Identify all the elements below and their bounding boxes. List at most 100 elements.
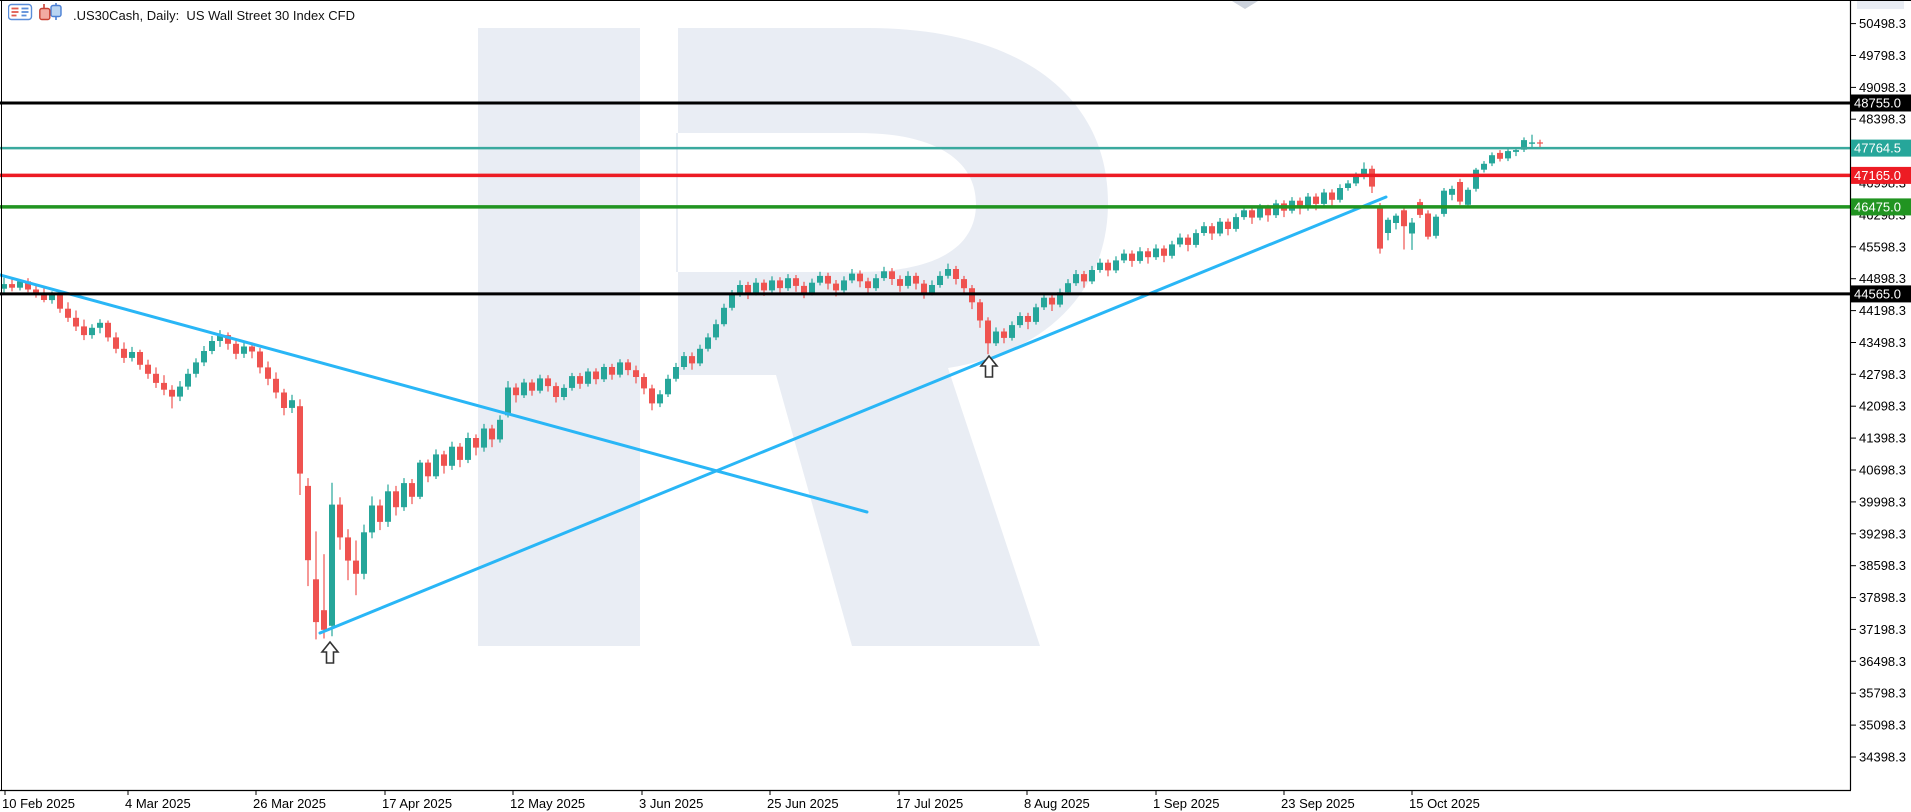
candle (1377, 203, 1383, 254)
price-line-label: 44565.0 (1851, 285, 1911, 303)
candle (817, 271, 823, 286)
svg-text:48755.0: 48755.0 (1854, 96, 1901, 111)
candle (689, 352, 695, 370)
candle (529, 379, 535, 396)
candle (1097, 258, 1103, 273)
candle (769, 276, 775, 294)
candle (1537, 139, 1543, 147)
candle (673, 362, 679, 382)
candle (153, 367, 159, 388)
candle (889, 268, 895, 285)
candle (97, 319, 103, 334)
candle (1089, 265, 1095, 285)
date-axis-label: 25 Jun 2025 (767, 796, 839, 811)
price-axis-label: 37898.3 (1859, 590, 1906, 605)
up-arrow-marker[interactable] (320, 640, 340, 664)
candle (1217, 218, 1223, 237)
candle (433, 449, 439, 479)
candle (993, 327, 999, 346)
trendline[interactable] (318, 195, 1388, 635)
candle (633, 365, 639, 384)
candle (289, 394, 295, 413)
candle (1401, 208, 1407, 250)
candle (953, 265, 959, 285)
date-axis-label: 3 Jun 2025 (639, 796, 703, 811)
candle (601, 363, 607, 382)
candle (937, 271, 943, 288)
candle (1497, 150, 1503, 162)
candle (353, 540, 359, 596)
candle (481, 423, 487, 452)
candles-panel-icon[interactable] (39, 3, 63, 26)
candle (201, 346, 207, 367)
candle (57, 292, 63, 313)
candle (105, 320, 111, 342)
price-axis-label: 39998.3 (1859, 494, 1906, 509)
price-axis-label: 44898.3 (1859, 271, 1906, 286)
price-axis-label: 41398.3 (1859, 431, 1906, 446)
price-axis-label: 44198.3 (1859, 303, 1906, 318)
quotes-list-icon[interactable] (7, 3, 33, 26)
candle (1521, 137, 1527, 152)
candle (505, 381, 511, 418)
price-line-label: 48755.0 (1851, 94, 1911, 112)
candle (1369, 165, 1375, 193)
candle (489, 424, 495, 448)
candle (537, 374, 543, 394)
candle (857, 270, 863, 288)
candle (193, 358, 199, 378)
candle (457, 443, 463, 468)
candle (553, 382, 559, 403)
candle (665, 374, 671, 397)
candle (1193, 229, 1199, 248)
chart-header: .US30Cash, Daily: US Wall Street 30 Inde… (7, 3, 355, 26)
price-axis-label: 42098.3 (1859, 399, 1906, 414)
date-axis-label: 8 Aug 2025 (1024, 796, 1090, 811)
candle (1465, 187, 1471, 208)
candle (873, 274, 879, 291)
candle (369, 496, 375, 539)
candle (305, 478, 311, 587)
candle (1345, 180, 1351, 191)
trendline[interactable] (0, 273, 869, 514)
candle (1145, 248, 1151, 264)
candle (25, 278, 31, 293)
candle (121, 342, 127, 363)
candle (777, 277, 783, 295)
candle (169, 385, 175, 409)
date-axis-label: 17 Jul 2025 (896, 796, 963, 811)
candle (585, 368, 591, 387)
candle (1025, 312, 1031, 330)
candle (545, 375, 551, 392)
candle (1169, 240, 1175, 259)
date-axis-label: 10 Feb 2025 (2, 796, 75, 811)
up-arrow-marker[interactable] (979, 354, 999, 378)
candle (641, 373, 647, 395)
price-axis-label: 40698.3 (1859, 463, 1906, 478)
candle (177, 381, 183, 402)
candle (81, 319, 87, 341)
candle (513, 383, 519, 403)
date-axis-label: 23 Sep 2025 (1281, 796, 1355, 811)
candle (801, 281, 807, 299)
candle (185, 368, 191, 390)
candle (609, 363, 615, 380)
candle (849, 269, 855, 284)
candle (361, 524, 367, 580)
price-axis-label: 48398.3 (1859, 112, 1906, 127)
date-axis-label: 12 May 2025 (510, 796, 585, 811)
candle (721, 303, 727, 327)
price-line-label: 46475.0 (1851, 198, 1911, 216)
candle (281, 388, 287, 416)
candle (1001, 328, 1007, 344)
chart-shift-marker[interactable] (1232, 1, 1258, 9)
candle (1041, 293, 1047, 310)
candle (441, 450, 447, 474)
candle (1473, 167, 1479, 192)
candle (681, 352, 687, 370)
date-axis-label: 15 Oct 2025 (1409, 796, 1480, 811)
candle (625, 359, 631, 376)
price-axis-label: 42798.3 (1859, 367, 1906, 382)
